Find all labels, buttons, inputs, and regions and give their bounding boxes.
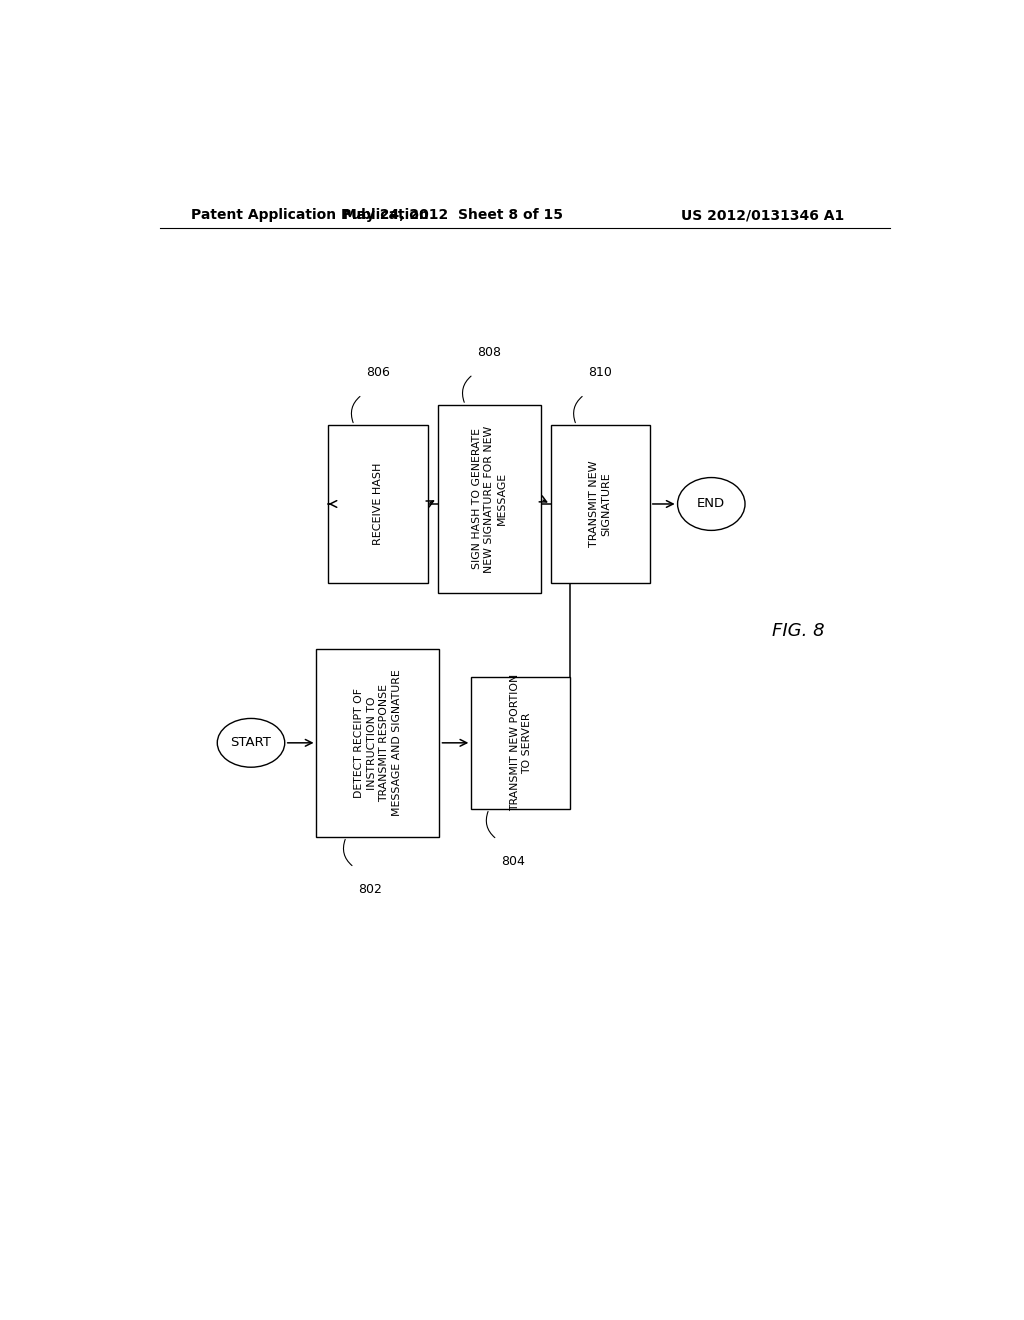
Text: 808: 808 <box>477 346 501 359</box>
Text: 806: 806 <box>367 367 390 379</box>
Text: TRANSMIT NEW
SIGNATURE: TRANSMIT NEW SIGNATURE <box>589 461 611 548</box>
Text: 802: 802 <box>358 883 382 895</box>
FancyBboxPatch shape <box>471 677 570 809</box>
Text: TRANSMIT NEW PORTION
TO SERVER: TRANSMIT NEW PORTION TO SERVER <box>510 675 532 812</box>
Text: SIGN HASH TO GENERATE
NEW SIGNATURE FOR NEW
MESSAGE: SIGN HASH TO GENERATE NEW SIGNATURE FOR … <box>472 425 507 573</box>
Text: DETECT RECEIPT OF
INSTRUCTION TO
TRANSMIT RESPONSE
MESSAGE AND SIGNATURE: DETECT RECEIPT OF INSTRUCTION TO TRANSMI… <box>354 669 401 816</box>
Ellipse shape <box>678 478 745 531</box>
Text: END: END <box>697 498 725 511</box>
Text: RECEIVE HASH: RECEIVE HASH <box>373 463 383 545</box>
FancyBboxPatch shape <box>316 649 439 837</box>
Text: START: START <box>230 737 271 750</box>
FancyBboxPatch shape <box>551 425 650 582</box>
Text: 804: 804 <box>501 854 525 867</box>
FancyBboxPatch shape <box>329 425 428 582</box>
FancyBboxPatch shape <box>437 405 541 593</box>
Ellipse shape <box>217 718 285 767</box>
Text: Patent Application Publication: Patent Application Publication <box>191 209 429 222</box>
Text: FIG. 8: FIG. 8 <box>772 622 825 640</box>
Text: May 24, 2012  Sheet 8 of 15: May 24, 2012 Sheet 8 of 15 <box>343 209 563 222</box>
Text: 810: 810 <box>588 367 612 379</box>
Text: US 2012/0131346 A1: US 2012/0131346 A1 <box>681 209 845 222</box>
